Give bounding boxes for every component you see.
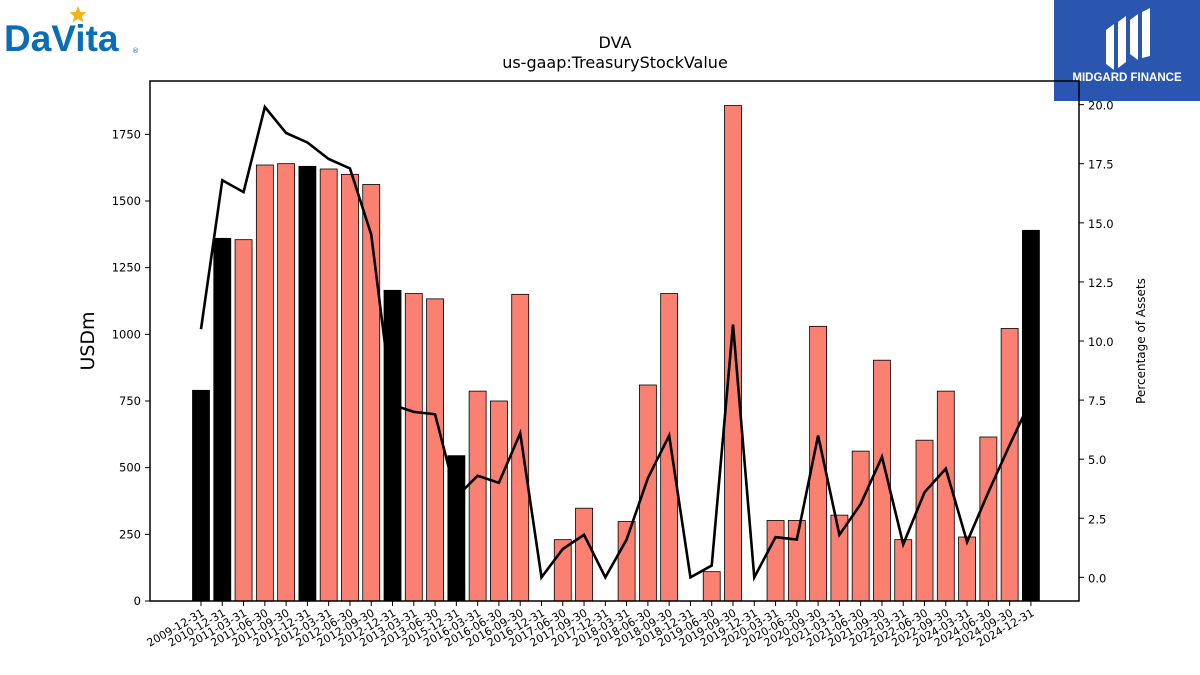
y2-tick-label: 2.5	[1088, 512, 1106, 526]
svg-text:®: ®	[132, 47, 139, 55]
y2-tick-label: 12.5	[1088, 276, 1114, 290]
y2-tick-label: 7.5	[1088, 394, 1106, 408]
davita-logo-text: DaVita	[4, 18, 119, 58]
y-axis-right: 0.0 2.5 5.0 7.5 10.0 12.5 15.0 17.5 20.0	[1079, 99, 1114, 585]
bar	[1000, 328, 1019, 602]
x-axis: 2009-12-312010-12-312011-03-312011-06-30…	[145, 601, 1036, 650]
davita-logo: DaVita ®	[4, 6, 139, 58]
bar	[383, 289, 402, 602]
bar	[575, 507, 593, 602]
chart-title: DVA	[599, 33, 632, 52]
percent-of-assets-line	[199, 104, 1033, 582]
bar	[958, 536, 976, 602]
bar	[490, 400, 508, 602]
y2-axis-label: Percentage of Assets	[1134, 278, 1148, 404]
bar	[341, 173, 359, 602]
midgard-logo-text: MIDGARD FINANCE	[1072, 72, 1182, 84]
y-tick-label: 500	[119, 461, 141, 475]
y2-tick-label: 15.0	[1088, 217, 1114, 231]
line-series	[199, 104, 1033, 582]
bar	[617, 521, 636, 602]
y2-tick-label: 10.0	[1088, 335, 1114, 349]
bar	[894, 539, 913, 602]
y-tick-label: 750	[119, 394, 141, 408]
y-tick-label: 1000	[112, 327, 141, 341]
bar	[277, 163, 296, 602]
bar	[979, 436, 998, 602]
bar	[468, 390, 487, 602]
bar-series	[192, 105, 1040, 602]
y2-tick-label: 20.0	[1088, 99, 1114, 113]
y-tick-label: 1750	[112, 127, 141, 141]
y2-tick-label: 17.5	[1088, 158, 1114, 172]
bar	[255, 164, 274, 602]
midgard-emblem-icon	[1106, 8, 1150, 70]
bar	[362, 184, 381, 602]
bar	[766, 520, 785, 602]
y2-tick-label: 0.0	[1088, 571, 1106, 585]
bar	[192, 389, 210, 602]
bar	[851, 450, 870, 602]
bar	[319, 168, 338, 602]
bar	[702, 571, 721, 602]
y-tick-label: 1500	[112, 194, 141, 208]
y-tick-label: 250	[119, 527, 141, 541]
bar	[426, 298, 444, 602]
y-axis-left: 0 250 500 750 1000 1250 1500 1750	[112, 127, 150, 608]
y-tick-label: 0	[134, 594, 141, 608]
bar	[213, 237, 232, 602]
bar	[787, 520, 806, 602]
star-icon	[69, 6, 87, 23]
bar	[404, 293, 423, 602]
bar	[234, 239, 253, 602]
bar	[298, 165, 317, 602]
bar	[936, 390, 955, 602]
bar	[724, 105, 742, 602]
bar	[915, 439, 934, 602]
y2-tick-label: 5.0	[1088, 453, 1106, 467]
y-axis-label: USDm	[77, 311, 99, 370]
y-tick-label: 1250	[112, 261, 141, 275]
chart-subtitle: us-gaap:TreasuryStockValue	[502, 53, 728, 72]
